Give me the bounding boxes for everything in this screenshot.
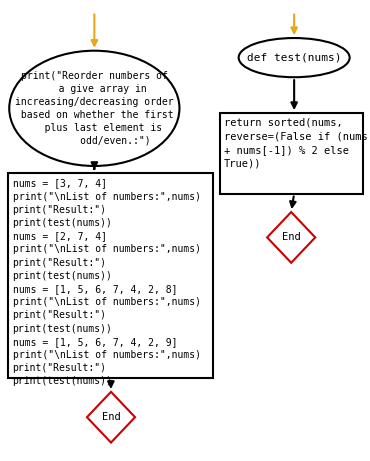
Polygon shape	[267, 212, 315, 263]
FancyBboxPatch shape	[8, 173, 213, 378]
Text: def test(nums): def test(nums)	[247, 53, 342, 63]
Text: End: End	[282, 232, 300, 242]
Polygon shape	[87, 392, 135, 443]
Text: nums = [3, 7, 4]
print("\nList of numbers:",nums)
print("Result:")
print(test(nu: nums = [3, 7, 4] print("\nList of number…	[13, 178, 201, 386]
Text: End: End	[102, 412, 120, 422]
Text: print("Reorder numbers of
   a give array in
increasing/decreasing order
 based : print("Reorder numbers of a give array i…	[15, 71, 174, 145]
Ellipse shape	[9, 51, 179, 166]
FancyBboxPatch shape	[220, 113, 363, 194]
Ellipse shape	[239, 38, 350, 77]
Text: return sorted(nums,
reverse=(False if (nums[0]
+ nums[-1]) % 2 else
True)): return sorted(nums, reverse=(False if (n…	[224, 118, 370, 168]
